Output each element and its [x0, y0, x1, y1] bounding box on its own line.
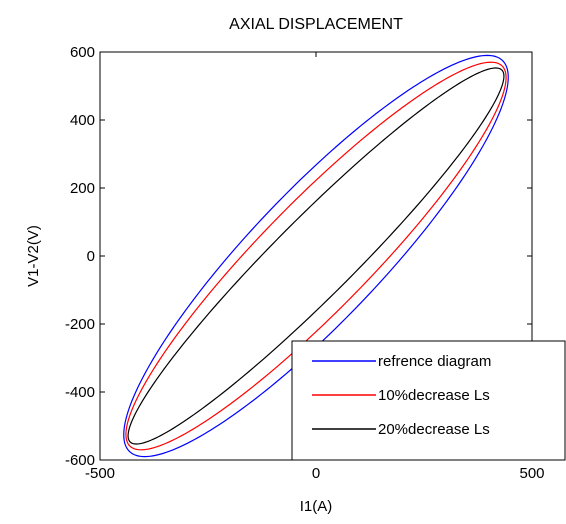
y-tick-label: 400 [70, 112, 95, 129]
legend-label-1: refrence diagram [378, 353, 491, 370]
x-tick-label: -500 [85, 465, 115, 482]
y-tick-label: 0 [87, 248, 95, 265]
legend-label-3: 20%decrease Ls [378, 421, 490, 438]
x-tick-label: 500 [519, 465, 544, 482]
series-line-3 [127, 67, 505, 445]
legend-box [291, 340, 566, 461]
y-tick-label: -600 [65, 452, 95, 469]
tick-layer: -500 0 500 600 400 200 0 -200 -400 -600 [65, 44, 545, 482]
chart-title: AXIAL DISPLACEMENT [229, 16, 403, 33]
y-axis-label: V1-V2(V) [25, 225, 42, 287]
y-tick-label: -400 [65, 384, 95, 401]
x-tick-label: 0 [312, 465, 320, 482]
y-tick-label: -200 [65, 316, 95, 333]
series-line-2 [125, 61, 507, 451]
legend: refrence diagram 10%decrease Ls 20%decreas… [291, 340, 566, 461]
y-tick-label: 600 [70, 44, 95, 61]
x-axis-label: I1(A) [300, 498, 333, 515]
y-tick-label: 200 [70, 180, 95, 197]
legend-label-2: 10%decrease Ls [378, 387, 490, 404]
